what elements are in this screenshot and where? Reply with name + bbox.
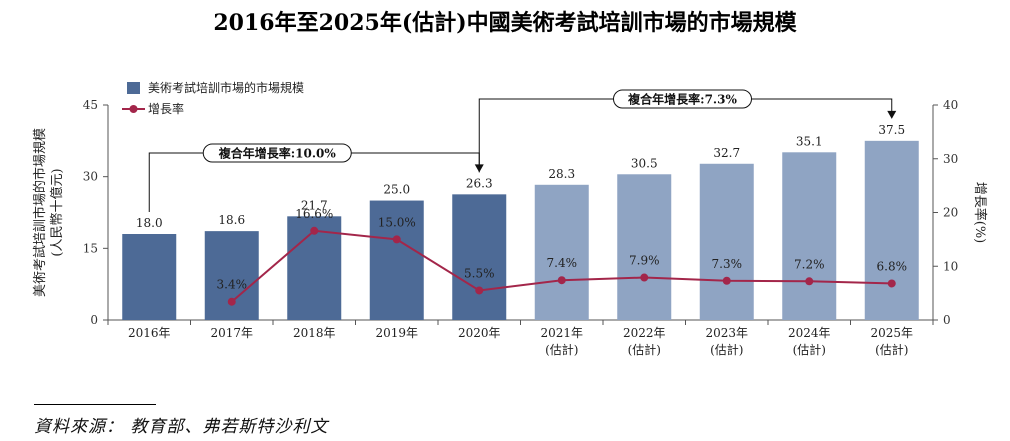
source-divider xyxy=(34,404,156,405)
bar xyxy=(534,184,589,320)
cagr-label: 複合年增長率:10.0% xyxy=(218,146,337,161)
growth-point xyxy=(392,235,401,244)
bar xyxy=(369,200,424,320)
growth-value-label: 15.0% xyxy=(378,215,416,229)
left-axis-title: 美術考試培訓市場的市場規模 xyxy=(32,128,48,297)
growth-point xyxy=(640,273,649,282)
right-tick-label: 10 xyxy=(943,259,958,273)
right-tick-label: 20 xyxy=(943,206,958,220)
x-tick-sublabel: (估計) xyxy=(710,342,743,357)
x-tick-label: 2020年 xyxy=(458,326,501,340)
x-tick-label: 2021年 xyxy=(540,326,583,340)
legend-line-label: 增長率 xyxy=(148,101,184,116)
growth-point xyxy=(722,276,731,285)
bar-value-label: 26.3 xyxy=(466,176,493,190)
growth-point xyxy=(475,286,484,295)
legend-bar-label: 美術考試培訓市場的市場規模 xyxy=(148,80,304,95)
x-tick-label: 2019年 xyxy=(375,326,418,340)
bar-value-label: 18.0 xyxy=(136,216,163,230)
bar xyxy=(452,194,507,320)
left-tick-label: 45 xyxy=(83,98,98,112)
x-tick-label: 2025年 xyxy=(870,326,913,340)
x-tick-label: 2018年 xyxy=(293,326,336,340)
growth-value-label: 6.8% xyxy=(877,259,908,273)
bar-value-label: 18.6 xyxy=(218,213,245,227)
growth-point xyxy=(310,226,319,235)
right-tick-label: 30 xyxy=(943,152,958,166)
growth-line xyxy=(227,226,896,306)
cagr-pill xyxy=(613,89,752,109)
growth-value-label: 7.4% xyxy=(547,256,578,270)
left-tick-label: 15 xyxy=(83,241,98,255)
x-tick-sublabel: (估計) xyxy=(793,342,826,357)
bar-value-label: 32.7 xyxy=(713,146,740,160)
source-note: 資料來源： 教育部、弗若斯特沙利文 xyxy=(34,417,329,437)
bar-value-label: 25.0 xyxy=(383,183,410,197)
legend-line-marker xyxy=(129,105,138,113)
growth-point xyxy=(887,279,896,288)
growth-value-label: 7.2% xyxy=(794,257,825,271)
growth-value-label: 3.4% xyxy=(217,278,248,292)
x-tick-label: 2016年 xyxy=(128,326,171,340)
growth-value-label: 16.6% xyxy=(295,207,333,221)
cagr-pill xyxy=(202,143,352,163)
x-tick-label: 2024年 xyxy=(788,326,831,340)
bar-value-label: 28.3 xyxy=(548,167,575,181)
bar xyxy=(122,234,177,320)
x-tick-sublabel: (估計) xyxy=(875,342,908,357)
growth-value-label: 7.3% xyxy=(712,257,743,271)
x-tick-label: 2017年 xyxy=(210,326,253,340)
bar-value-label: 37.5 xyxy=(878,123,905,137)
bar xyxy=(782,152,837,320)
x-tick-label: 2022年 xyxy=(623,326,666,340)
cagr-annotations: 複合年增長率:10.0% 複合年增長率:7.3% xyxy=(148,89,897,212)
legend-bar-swatch xyxy=(127,82,140,94)
bar xyxy=(204,231,259,320)
bar-value-label: 30.5 xyxy=(631,156,658,170)
bar-value-label: 21.7 xyxy=(301,198,328,212)
labels: 18.0 18.6 21.7 25.0 26.3 28.3 30.5 32.7 35.1 37.5… xyxy=(136,123,907,292)
x-tick-sublabel: (估計) xyxy=(545,342,578,357)
right-tick-label: 0 xyxy=(943,313,951,327)
bar xyxy=(864,140,919,320)
right-axis-title: 增長率(%) xyxy=(972,182,988,244)
growth-value-label: 5.5% xyxy=(464,266,495,280)
left-axis-title-unit: (人民幣十億元) xyxy=(49,168,65,256)
cagr-arrowhead xyxy=(887,110,897,119)
axes: 0 15 30 45 0 10 20 30 40 2016年 2017年 2018年 2019年 2020… xyxy=(32,98,988,357)
growth-point xyxy=(557,276,566,285)
x-tick-sublabel: (估計) xyxy=(628,342,661,357)
left-tick-label: 0 xyxy=(90,313,98,327)
bar-value-label: 35.1 xyxy=(796,134,823,148)
x-tick-label: 2023年 xyxy=(705,326,748,340)
bar xyxy=(617,174,672,320)
bar xyxy=(699,163,754,320)
growth-value-label: 7.9% xyxy=(629,254,660,268)
chart-title: 2016年至2025年(估計)中國美術考試培訓市場的市場規模 xyxy=(213,10,797,36)
growth-point xyxy=(227,297,236,306)
right-tick-label: 40 xyxy=(943,98,958,112)
cagr-label: 複合年增長率:7.3% xyxy=(627,92,737,107)
left-tick-label: 30 xyxy=(83,170,98,184)
growth-point xyxy=(805,277,814,286)
